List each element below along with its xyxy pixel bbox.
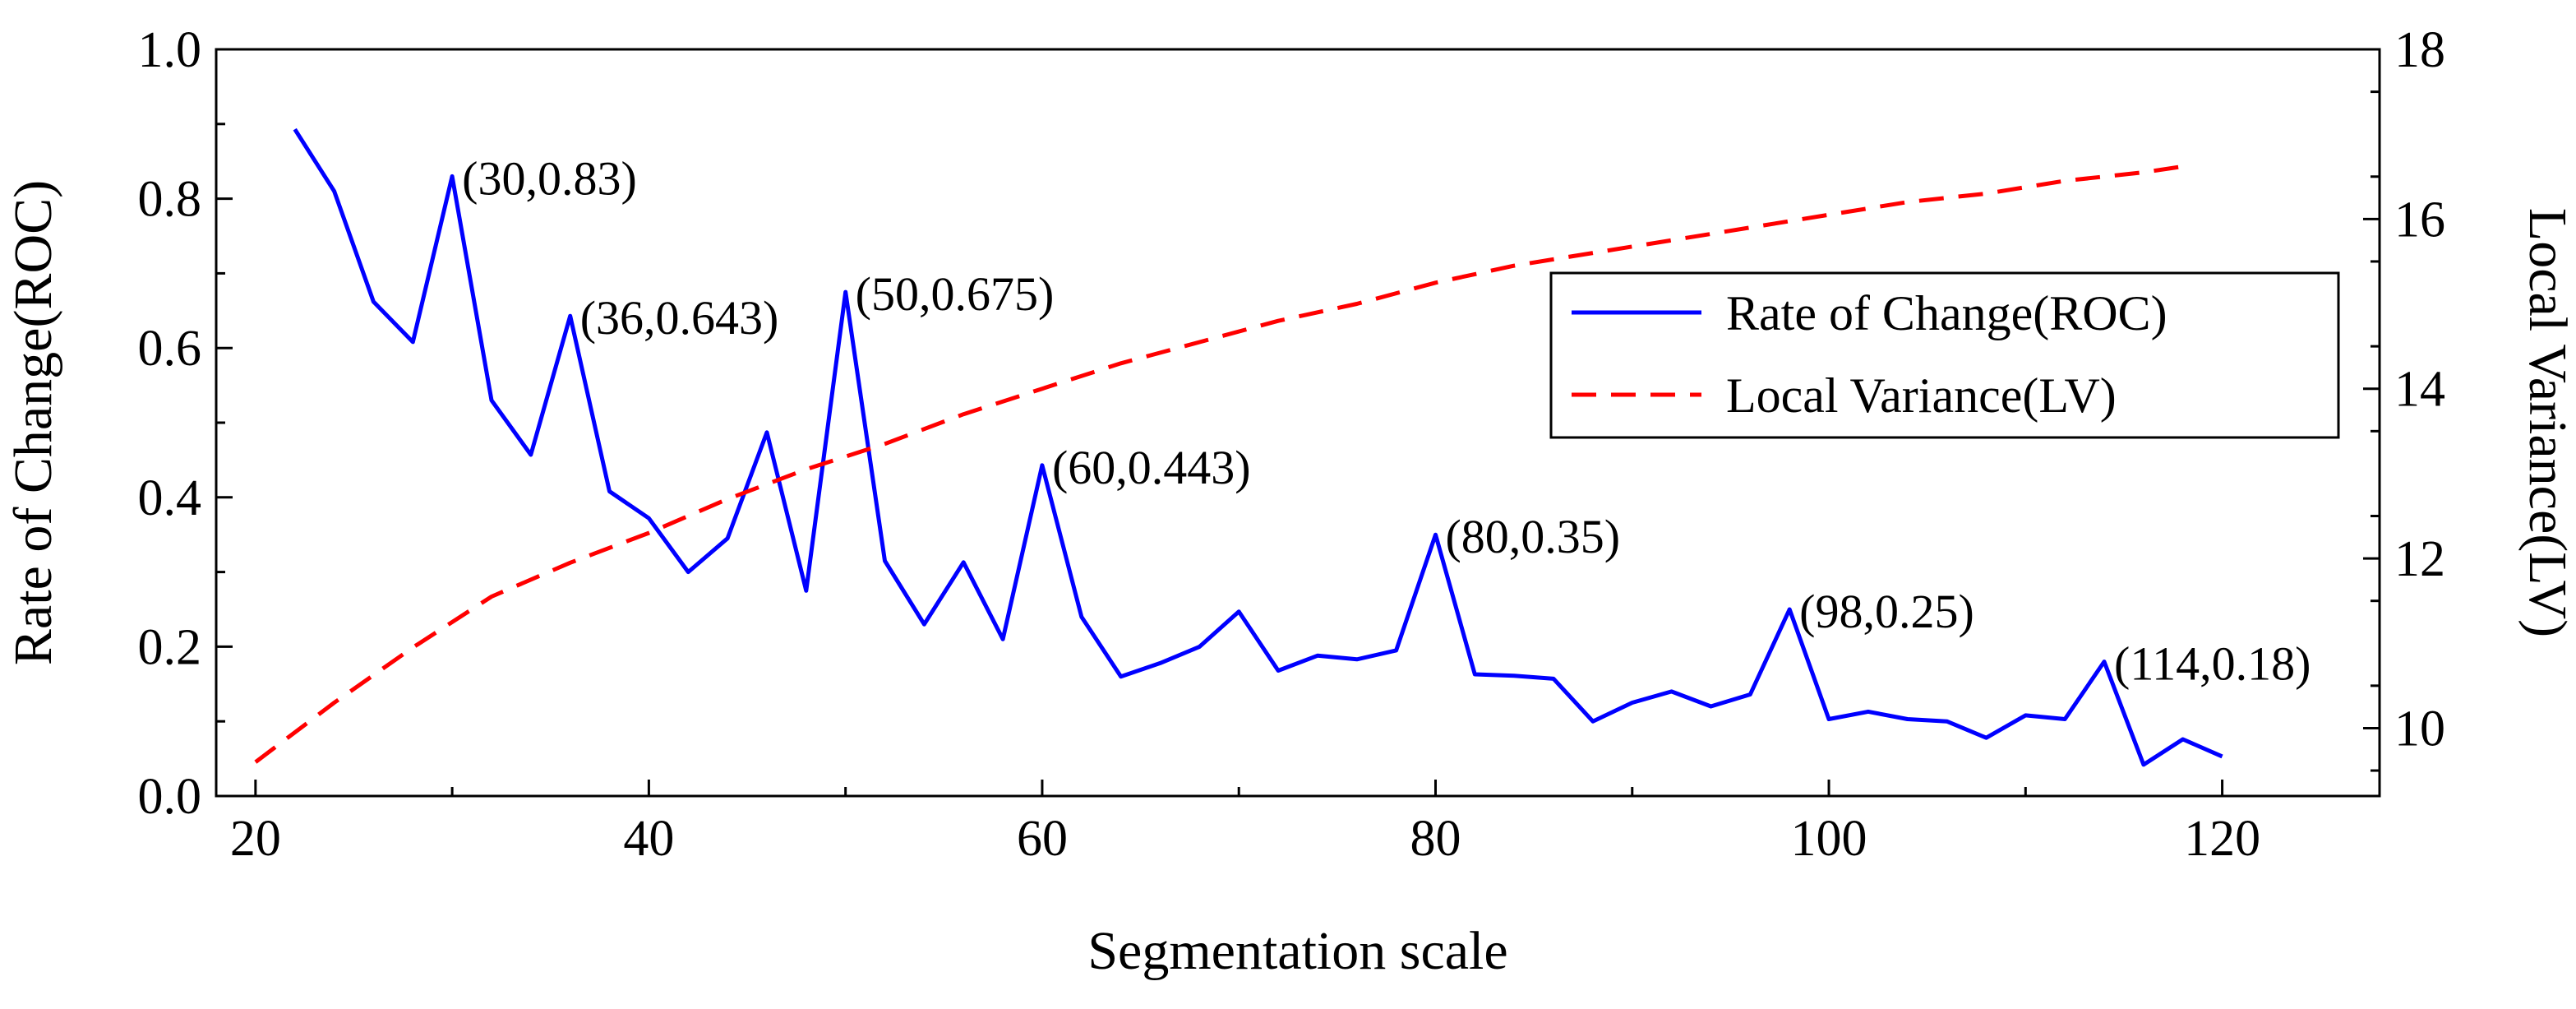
data-annotation: (114,0.18) — [2114, 637, 2311, 691]
legend-label-roc: Rate of Change(ROC) — [1726, 286, 2167, 340]
y2-tick-label: 12 — [2394, 531, 2445, 587]
y-tick-label: 0.2 — [138, 619, 202, 675]
axis-ticks: 20 40 60 80 100 120 0.0 0.2 0.4 0.6 0.8 1.0 10 12 14 16… — [138, 22, 2446, 867]
x-tick-label: 80 — [1410, 811, 1461, 867]
y-axis-title: Rate of Change(ROC) — [3, 180, 63, 665]
y-tick-label: 0.0 — [138, 769, 202, 825]
data-annotation: (80,0.35) — [1445, 510, 1620, 563]
series-layer — [254, 127, 2223, 767]
y-tick-label: 0.4 — [138, 470, 202, 526]
data-annotation: (60,0.443) — [1052, 441, 1251, 494]
x-tick-label: 60 — [1017, 811, 1068, 867]
y2-tick-label: 18 — [2394, 22, 2445, 78]
x-tick-label: 120 — [2184, 811, 2260, 867]
roc-series-line — [293, 127, 2223, 767]
y2-tick-label: 16 — [2394, 192, 2445, 248]
x-tick-label: 100 — [1791, 811, 1867, 867]
x-tick-label: 40 — [623, 811, 674, 867]
y2-tick-label: 14 — [2394, 362, 2445, 418]
y-tick-label: 0.8 — [138, 172, 202, 228]
x-axis-title: Segmentation scale — [1087, 921, 1507, 981]
y-tick-label: 1.0 — [138, 22, 202, 78]
x-tick-label: 20 — [230, 811, 281, 867]
legend: Rate of Change(ROC) Local Variance(LV) — [1549, 271, 2340, 439]
data-annotation: (30,0.83) — [462, 151, 637, 205]
y2-tick-label: 10 — [2394, 701, 2445, 757]
legend-label-lv: Local Variance(LV) — [1726, 368, 2117, 423]
annotations-layer: (30,0.83) (36,0.643) (50,0.675) (60,0.443) (… — [462, 151, 2311, 690]
data-annotation: (98,0.25) — [1799, 585, 1974, 638]
data-annotation: (36,0.643) — [580, 291, 779, 345]
legend-box — [1549, 271, 2340, 439]
y2-axis-title: Local Variance(LV) — [2518, 208, 2576, 637]
data-annotation: (50,0.675) — [856, 267, 1055, 321]
y-tick-label: 0.6 — [138, 321, 202, 377]
lv-series-line — [254, 164, 2184, 764]
